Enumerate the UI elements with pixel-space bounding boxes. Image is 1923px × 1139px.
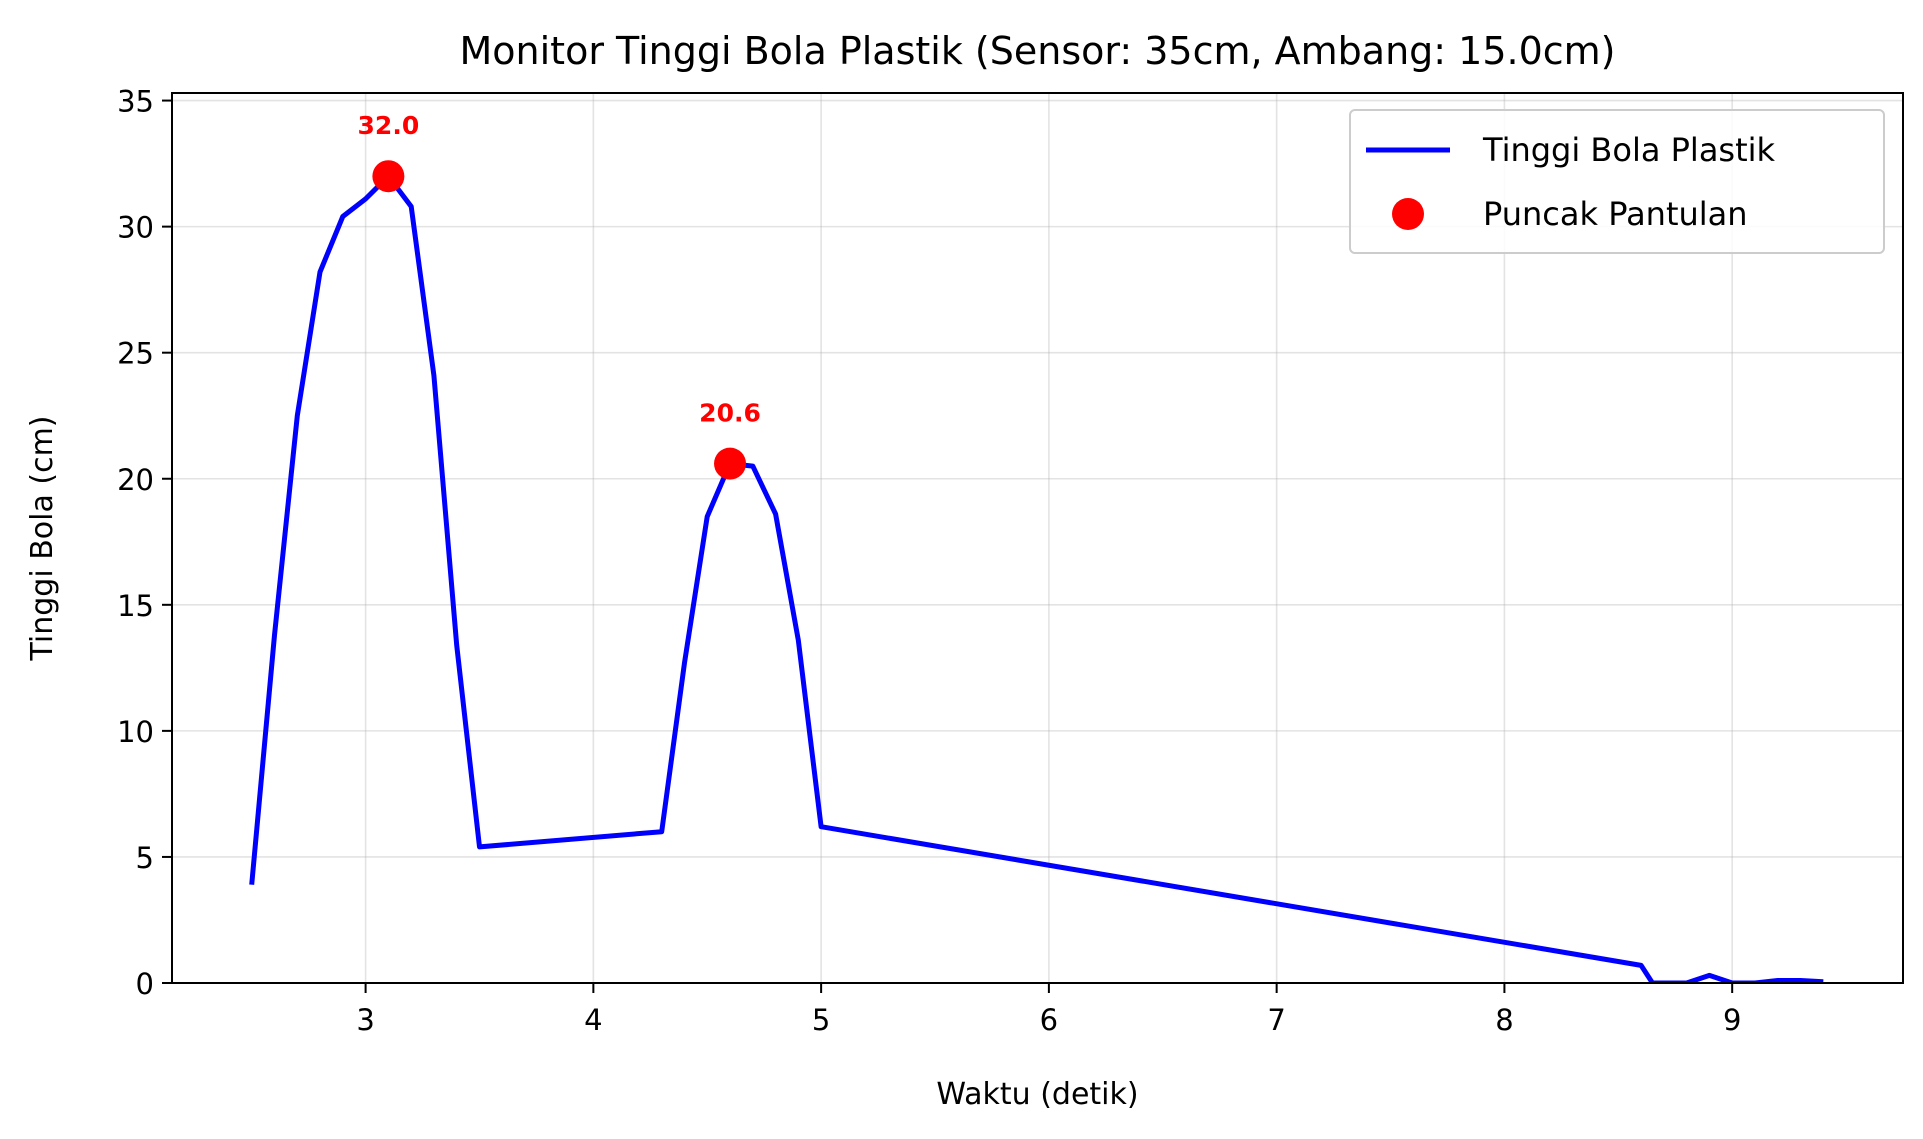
y-tick-label: 15 xyxy=(117,589,154,623)
x-tick-label: 7 xyxy=(1267,1003,1285,1037)
ticks: 3 4 5 6 7 8 9 0 5 10 15 20 25 30 35 xyxy=(117,85,1741,1037)
x-tick-label: 3 xyxy=(356,1003,374,1037)
x-tick-label: 5 xyxy=(812,1003,830,1037)
y-tick-label: 0 xyxy=(136,967,154,1001)
x-axis-label: Waktu (detik) xyxy=(936,1077,1138,1112)
peak-label: 32.0 xyxy=(358,111,420,140)
y-tick-label: 25 xyxy=(117,337,154,371)
y-tick-label: 30 xyxy=(117,211,154,245)
legend: Tinggi Bola Plastik Puncak Pantulan xyxy=(1349,109,1885,254)
series-line-tinggi-bola-plastik xyxy=(249,173,1824,983)
legend-entry-tinggi-bola-plastik: Tinggi Bola Plastik xyxy=(1482,131,1776,169)
x-tick-label: 4 xyxy=(584,1003,602,1037)
x-tick-label: 6 xyxy=(1040,1003,1058,1037)
chart-title: Monitor Tinggi Bola Plastik (Sensor: 35c… xyxy=(460,29,1616,73)
x-tick-label: 9 xyxy=(1723,1003,1741,1037)
legend-entry-puncak-pantulan: Puncak Pantulan xyxy=(1483,195,1748,233)
peak-label: 20.6 xyxy=(699,399,761,428)
y-tick-label: 10 xyxy=(117,715,154,749)
peak-point xyxy=(372,160,405,193)
series-layer: 32.0 20.6 xyxy=(249,111,1824,983)
y-tick-label: 35 xyxy=(117,85,154,119)
y-tick-label: 5 xyxy=(136,841,154,875)
x-tick-label: 8 xyxy=(1495,1003,1513,1037)
y-tick-label: 20 xyxy=(117,463,154,497)
plot-frame xyxy=(171,92,1904,984)
peak-point xyxy=(714,447,747,480)
y-axis-label: Tinggi Bola (cm) xyxy=(25,415,60,661)
legend-dot-swatch xyxy=(1392,198,1424,230)
legend-box xyxy=(1349,109,1885,254)
